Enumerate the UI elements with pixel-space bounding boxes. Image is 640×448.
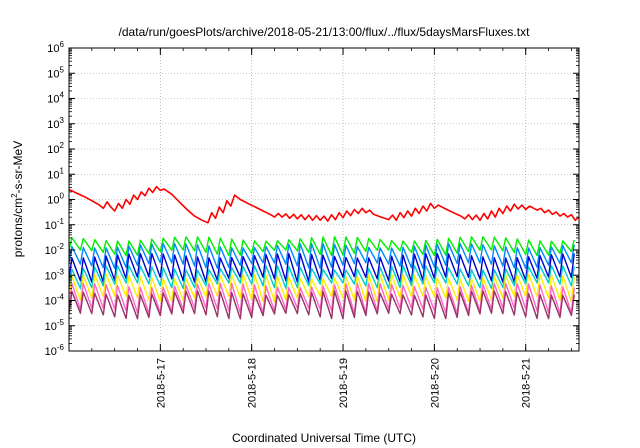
series-line-2 (68, 236, 575, 257)
y-tick-exp: -6 (57, 343, 65, 352)
y-tick-exp: 1 (60, 166, 65, 175)
x-tick-label: 2018-5-21 (521, 358, 533, 408)
series-line-3 (68, 242, 575, 269)
x-tick-label: 2018-5-20 (429, 358, 441, 408)
y-tick-exp: 0 (60, 192, 65, 201)
y-tick-exp: -4 (57, 293, 65, 302)
y-tick-exp: -3 (57, 267, 65, 276)
y-label-sup: 2 (10, 193, 19, 198)
y-tick-exp: -5 (57, 318, 65, 327)
y-tick-base: 10 (45, 245, 57, 257)
series-line-8 (68, 290, 575, 320)
series-layer (68, 185, 580, 320)
y-tick-exp: -2 (57, 242, 65, 251)
y-tick-exp: 4 (60, 91, 65, 100)
y-tick-base: 10 (47, 43, 59, 55)
y-tick-exp: 3 (60, 116, 65, 125)
y-tick-label: 106 (47, 40, 64, 55)
y-tick-label: 103 (47, 116, 64, 131)
y-tick-base: 10 (45, 321, 57, 333)
y-tick-base: 10 (45, 220, 57, 232)
series-line-6 (68, 273, 575, 303)
y-tick-exp: 6 (60, 40, 65, 49)
y-tick-label: 102 (47, 141, 64, 156)
x-tick-label: 2018-5-19 (338, 358, 350, 408)
y-axis-label: protons/cm2-s-sr-MeV (10, 141, 25, 257)
x-tick-label: 2018-5-18 (247, 358, 259, 408)
y-tick-label: 100 (47, 192, 64, 207)
y-tick-exp: -1 (57, 217, 65, 226)
y-tick-exp: 2 (60, 141, 65, 150)
series-line-5 (68, 265, 575, 290)
y-tick-label: 10-6 (45, 343, 65, 358)
y-tick-base: 10 (47, 68, 59, 80)
y-tick-label: 104 (47, 91, 64, 106)
y-tick-label: 105 (47, 65, 64, 80)
y-tick-base: 10 (47, 195, 59, 207)
y-tick-label: 10-4 (45, 293, 65, 308)
series-line-1 (68, 185, 580, 224)
y-tick-base: 10 (47, 144, 59, 156)
y-tick-label: 10-2 (45, 242, 65, 257)
y-tick-base: 10 (45, 346, 57, 358)
series-line-4 (68, 252, 575, 283)
x-axis-label: Coordinated Universal Time (UTC) (232, 431, 416, 445)
x-axis: 2018-5-17 2018-5-18 2018-5-19 2018-5-20 2018… (91, 48, 572, 408)
y-label-pre: protons/cm (11, 198, 25, 257)
y-tick-base: 10 (45, 296, 57, 308)
y-tick-base: 10 (45, 270, 57, 282)
y-tick-label: 101 (47, 166, 64, 181)
chart-title: /data/run/goesPlots/archive/2018-05-21/1… (119, 25, 531, 39)
y-tick-label: 10-1 (45, 217, 65, 232)
x-tick-label: 2018-5-17 (155, 358, 167, 408)
y-tick-base: 10 (47, 94, 59, 106)
y-axis: 10-610-510-410-310-210-11001011021031041… (45, 40, 579, 358)
y-tick-base: 10 (47, 119, 59, 131)
y-tick-label: 10-5 (45, 318, 65, 333)
y-label-post: -s-sr-MeV (11, 141, 25, 194)
y-tick-label: 10-3 (45, 267, 65, 282)
y-tick-base: 10 (47, 169, 59, 181)
y-tick-exp: 5 (60, 65, 65, 74)
